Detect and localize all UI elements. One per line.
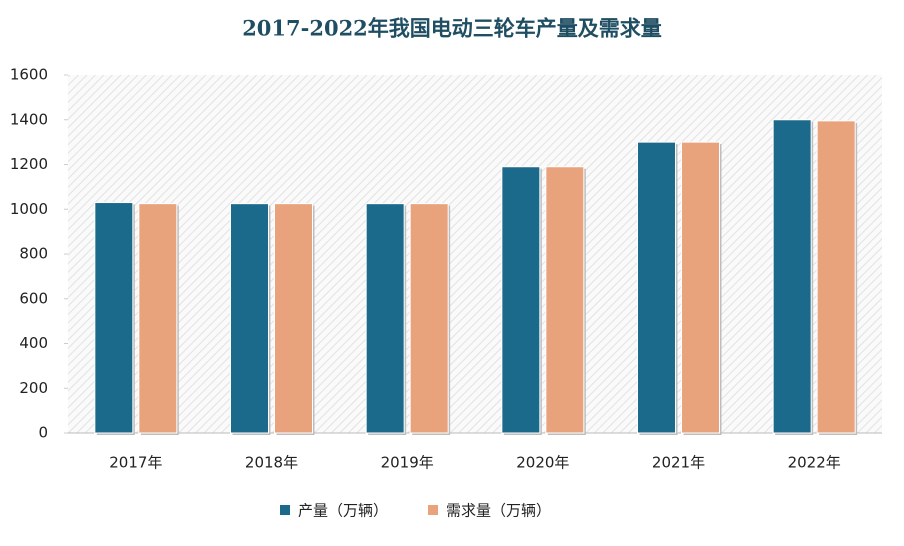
y-tick-label: 1600 [10, 66, 48, 84]
bar [501, 166, 541, 434]
bar [409, 203, 449, 434]
bar [274, 203, 313, 434]
legend-swatch [280, 505, 290, 515]
x-tick-label: 2017年 [109, 454, 162, 472]
plot-background [68, 75, 882, 433]
bar [637, 141, 676, 434]
bar [365, 203, 405, 434]
y-tick-label: 800 [19, 245, 48, 263]
y-tick-label: 600 [19, 289, 48, 307]
bar [681, 141, 720, 434]
x-tick-label: 2020年 [516, 454, 569, 472]
y-tick-label: 0 [38, 424, 48, 442]
legend-label: 需求量（万辆） [446, 502, 551, 520]
bar [94, 202, 134, 434]
bar [816, 120, 856, 434]
y-tick-label: 1000 [10, 200, 48, 218]
bar [545, 166, 585, 434]
y-tick-label: 200 [19, 379, 48, 397]
x-tick-label: 2018年 [245, 454, 298, 472]
legend-swatch [428, 505, 439, 515]
y-tick-label: 1200 [10, 155, 48, 173]
bar [772, 119, 812, 434]
x-tick-label: 2019年 [381, 454, 434, 472]
chart-title: 2017-2022年我国电动三轮车产量及需求量 [242, 16, 662, 41]
legend-label: 产量（万辆） [298, 502, 388, 520]
x-tick-label: 2021年 [652, 454, 705, 472]
bar [138, 203, 178, 434]
y-tick-label: 1400 [10, 110, 48, 128]
bar [230, 203, 269, 434]
y-tick-label: 400 [19, 334, 48, 352]
x-tick-label: 2022年 [788, 454, 841, 472]
